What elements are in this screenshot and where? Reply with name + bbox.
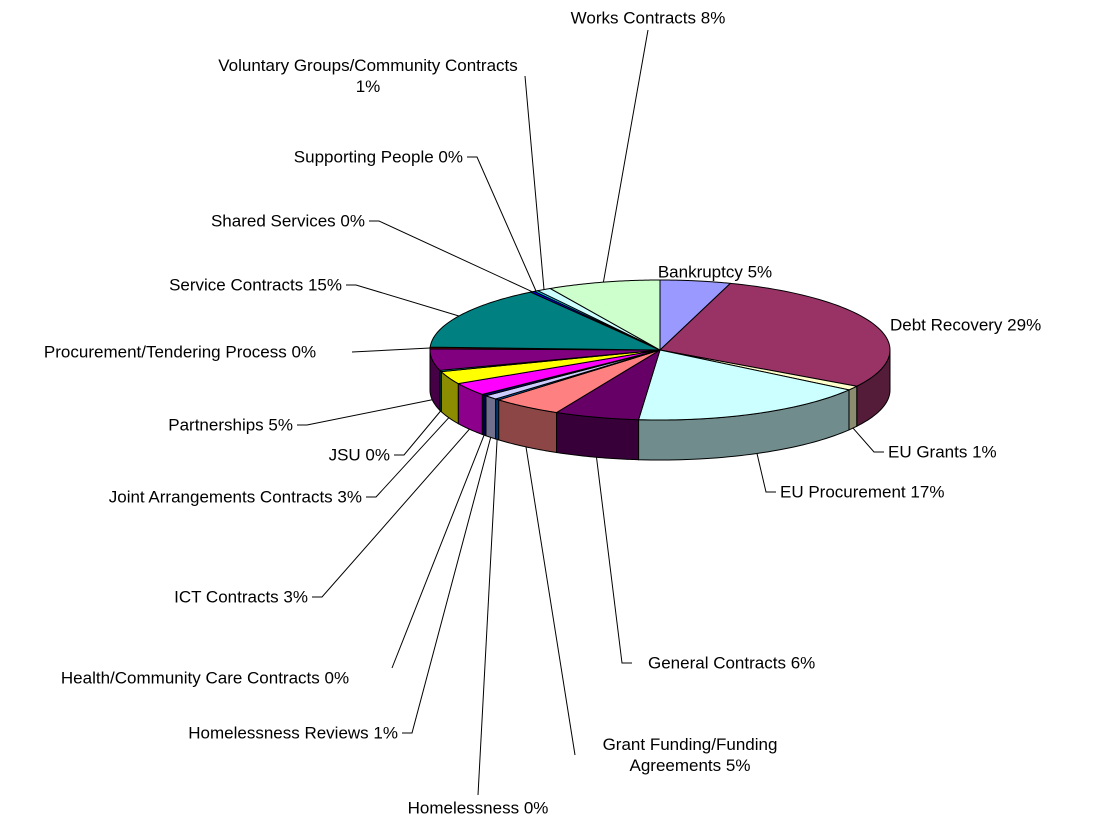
value-label: 17% (910, 482, 945, 502)
slice-label: Homelessness Reviews 1% (188, 723, 398, 744)
category-name: Service Contracts (169, 275, 304, 295)
slice (429, 348, 661, 371)
category-name: General Contracts (648, 653, 786, 673)
leader-line (756, 453, 776, 493)
slice (496, 349, 661, 414)
slice (637, 349, 851, 421)
leader-line (525, 446, 576, 756)
value-label: 8% (700, 8, 726, 28)
category-name: Joint Arrangements Contracts (108, 487, 333, 507)
leader-line (477, 439, 498, 796)
slice-label: Service Contracts 15% (169, 275, 342, 296)
category-name: Works Contracts (570, 8, 697, 28)
slice-label: Health/Community Care Contracts 0% (20, 668, 390, 689)
slice-label: Partnerships 5% (168, 415, 293, 436)
slice-label: Works Contracts 8% (571, 8, 726, 29)
slice-label: Bankruptcy 5% (658, 262, 772, 283)
slice-side (848, 385, 858, 431)
slice (456, 349, 661, 395)
value-label: 1% (972, 442, 997, 462)
slice (659, 279, 732, 352)
value-label: 29% (1007, 315, 1042, 335)
category-name: Shared Services (210, 211, 336, 231)
category-name: EU Grants (888, 442, 968, 462)
leader-line (596, 457, 632, 664)
leader-line (852, 427, 884, 453)
leader-line (467, 156, 537, 292)
value-label: 3% (337, 487, 362, 507)
category-name: Grant Funding/Funding Agreements (602, 735, 778, 775)
leader-line (297, 399, 433, 426)
category-name: Procurement/Tendering Process (43, 342, 287, 362)
value-label: 5% (725, 756, 751, 775)
leader-line (394, 410, 441, 456)
slice-label: JSU 0% (329, 445, 390, 466)
leader-line (346, 284, 460, 317)
slice-label: Procurement/Tendering Process 0% (8, 342, 353, 363)
category-name: Homelessness Reviews (188, 723, 369, 743)
slice-side (481, 393, 487, 437)
category-name: Voluntary Groups/Community Contracts (218, 56, 518, 75)
value-label: 15% (307, 275, 342, 295)
slice-label: ICT Contracts 3% (174, 587, 308, 608)
category-name: Health/Community Care Contracts (60, 668, 320, 688)
slice-label: Supporting People 0% (294, 147, 463, 168)
category-name: ICT Contracts (174, 587, 279, 607)
category-name: EU Procurement (780, 482, 906, 502)
category-name: Supporting People (293, 147, 434, 167)
value-label: 0% (523, 798, 549, 818)
value-label: 0% (291, 342, 317, 362)
slice (440, 349, 661, 385)
slice-label: Grant Funding/Funding Agreements 5% (565, 734, 815, 776)
slice-label: Debt Recovery 29% (890, 315, 1041, 336)
slice-label: Shared Services 0% (211, 211, 365, 232)
slice (555, 348, 661, 421)
value-label: 0% (324, 668, 350, 688)
category-name: Homelessness (407, 798, 520, 818)
leader-line (351, 347, 431, 353)
slice (484, 349, 661, 400)
leader-line (402, 437, 492, 734)
category-name: Debt Recovery (890, 315, 1003, 335)
category-name: Bankruptcy (657, 262, 743, 282)
leader-line (602, 29, 649, 283)
slice-label: Homelessness 0% (408, 798, 549, 819)
leader-line (312, 428, 470, 598)
category-name: Partnerships (168, 415, 264, 435)
value-label: 5% (747, 262, 773, 282)
value-label: 0% (365, 445, 390, 465)
slice-label: EU Procurement 17% (780, 482, 944, 503)
slice-label: Joint Arrangements Contracts 3% (109, 487, 362, 508)
slice (429, 291, 661, 351)
value-label: 1% (355, 77, 381, 96)
slice-label: Voluntary Groups/Community Contracts 1% (208, 55, 528, 97)
leader-line (524, 75, 545, 290)
category-name: JSU (328, 445, 361, 465)
slice-label: EU Grants 1% (888, 442, 997, 463)
value-label: 6% (790, 653, 816, 673)
value-label: 3% (283, 587, 308, 607)
leader-line (366, 417, 450, 498)
value-label: 0% (438, 147, 463, 167)
slice-side (485, 395, 497, 440)
value-label: 1% (373, 723, 398, 743)
value-label: 5% (268, 415, 293, 435)
value-label: 0% (340, 211, 365, 231)
slice-label: General Contracts 6% (648, 653, 815, 674)
leader-line (391, 434, 485, 669)
leader-line (369, 220, 533, 293)
